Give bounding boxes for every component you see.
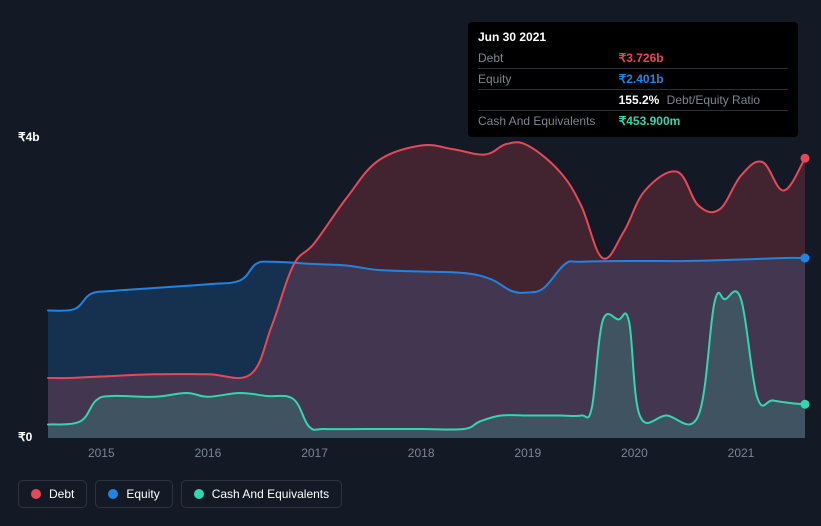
tooltip-debt-value: ₹3.726b [619, 48, 788, 69]
legend-label-equity: Equity [126, 487, 159, 501]
x-tick: 2021 [728, 446, 755, 460]
tooltip-equity-label: Equity [478, 69, 619, 90]
tooltip-cash-value: ₹453.900m [619, 111, 788, 132]
legend-swatch-cash [194, 489, 204, 499]
legend-item-cash[interactable]: Cash And Equivalents [181, 480, 342, 508]
x-tick: 2020 [621, 446, 648, 460]
x-tick: 2018 [408, 446, 435, 460]
legend-swatch-debt [31, 489, 41, 499]
tooltip-ratio-value: 155.2% [619, 93, 660, 107]
tooltip-equity-value: ₹2.401b [619, 69, 788, 90]
tooltip-table: Debt ₹3.726b Equity ₹2.401b 155.2% Debt/… [478, 48, 788, 131]
hover-tooltip: Jun 30 2021 Debt ₹3.726b Equity ₹2.401b … [468, 22, 798, 137]
tooltip-ratio-label: Debt/Equity Ratio [667, 93, 760, 107]
legend: Debt Equity Cash And Equivalents [18, 480, 342, 508]
tooltip-ratio-cell: 155.2% Debt/Equity Ratio [619, 90, 788, 111]
legend-item-debt[interactable]: Debt [18, 480, 87, 508]
legend-item-equity[interactable]: Equity [95, 480, 172, 508]
tooltip-cash-label: Cash And Equivalents [478, 111, 619, 132]
tooltip-ratio-pad [478, 90, 619, 111]
x-tick: 2017 [301, 446, 328, 460]
legend-label-debt: Debt [49, 487, 74, 501]
x-tick: 2016 [195, 446, 222, 460]
x-tick: 2015 [88, 446, 115, 460]
x-tick: 2019 [514, 446, 541, 460]
y-tick-min: ₹0 [18, 430, 32, 444]
y-tick-max: ₹4b [18, 130, 40, 144]
tooltip-debt-label: Debt [478, 48, 619, 69]
legend-swatch-equity [108, 489, 118, 499]
legend-label-cash: Cash And Equivalents [212, 487, 329, 501]
debt-equity-chart: ₹4b ₹0 2015 2016 2017 2018 2019 2020 2021 Jun … [0, 0, 821, 526]
tooltip-date: Jun 30 2021 [478, 28, 788, 46]
